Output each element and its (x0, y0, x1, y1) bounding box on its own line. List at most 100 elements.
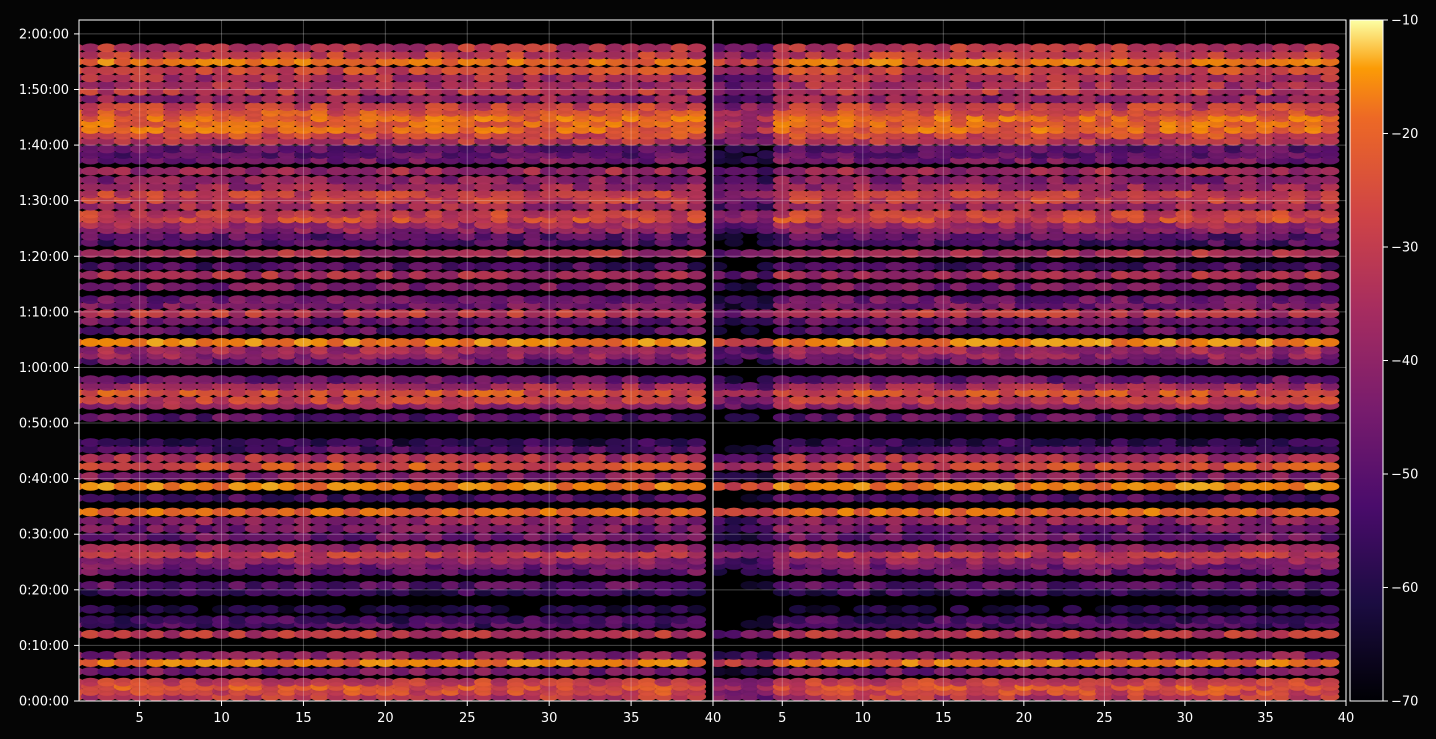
heat-cell (933, 493, 953, 503)
heat-cell (310, 238, 330, 247)
heat-cell (670, 658, 690, 667)
heat-cell (523, 482, 543, 491)
heat-cell (457, 73, 477, 83)
heat-cell (740, 453, 760, 463)
heat-cell (359, 295, 379, 304)
heat-cell (408, 516, 428, 526)
heat-cell (195, 338, 215, 347)
heat-cell (97, 66, 117, 75)
heat-cell (1207, 604, 1227, 614)
heat-cell (1207, 338, 1227, 347)
heat-cell (506, 543, 526, 553)
heat-cell (326, 144, 346, 154)
heat-cell (1046, 326, 1066, 336)
heat-cell (261, 444, 281, 454)
heat-cell (1272, 567, 1292, 576)
heat-cell (1062, 629, 1082, 639)
heat-cell (97, 309, 117, 318)
heat-cell (130, 175, 150, 185)
heat-cell (113, 581, 133, 590)
heat-cell (441, 375, 461, 385)
heat-cell (179, 238, 199, 247)
heat-cell (1111, 295, 1130, 304)
heat-cell (588, 270, 608, 280)
heat-cell (162, 182, 182, 192)
heat-cell (1320, 238, 1340, 247)
heat-cell (998, 482, 1018, 491)
heat-cell (212, 395, 231, 405)
heat-cell (605, 375, 625, 385)
heat-cell (408, 581, 428, 590)
heat-cell (998, 249, 1018, 258)
heat-cell (113, 66, 133, 75)
heat-cell (523, 201, 543, 211)
heat-cell (343, 309, 363, 318)
heat-cell (425, 136, 444, 146)
heat-cell (654, 462, 674, 471)
heat-cell (821, 453, 841, 463)
heat-cell (146, 57, 166, 67)
heat-cell (408, 604, 428, 614)
heat-cell (474, 125, 494, 134)
heat-cell (425, 581, 444, 590)
heat-cell (375, 136, 395, 146)
heat-cell (1288, 345, 1308, 355)
heat-cell (441, 309, 461, 318)
heat-cell (79, 57, 84, 66)
heat-cell (359, 516, 379, 526)
heat-cell (1111, 462, 1130, 471)
heat-cell (1030, 249, 1050, 258)
heat-cell (1207, 629, 1227, 639)
heat-cell (506, 556, 526, 565)
heat-cell (162, 549, 182, 559)
heat-cell (310, 166, 330, 176)
heat-cell (375, 326, 395, 336)
heat-cell (670, 604, 690, 614)
heat-cell (1175, 615, 1195, 625)
heat-cell (375, 345, 395, 355)
heat-cell (162, 462, 182, 471)
heat-cell (244, 615, 264, 625)
heat-cell (392, 125, 412, 134)
heat-cell (687, 581, 707, 590)
heat-cell (425, 543, 444, 553)
heat-cell (1304, 444, 1324, 454)
heat-cell (853, 587, 873, 597)
heat-cell (949, 238, 969, 247)
heat-cell (81, 677, 100, 687)
heat-cell (457, 43, 477, 53)
heat-cell (966, 543, 985, 553)
heat-cell (293, 587, 313, 597)
heat-cell (853, 556, 873, 565)
heat-cell (457, 462, 477, 471)
heat-cell (457, 629, 477, 639)
heat-cell (392, 175, 412, 185)
heat-cell (408, 438, 428, 447)
heat-cell (79, 295, 84, 304)
heat-cell (474, 524, 494, 534)
heat-cell (408, 462, 428, 471)
heat-cell (457, 413, 477, 422)
heat-cell (277, 345, 297, 355)
heat-cell (326, 472, 346, 481)
heat-cell (1111, 316, 1130, 326)
heat-cell (1320, 493, 1340, 503)
heat-cell (1159, 309, 1179, 318)
heat-cell (457, 166, 477, 176)
heat-cell (1239, 604, 1259, 614)
heat-cell (130, 651, 150, 660)
heat-cell (670, 102, 690, 112)
heat-cell (293, 182, 313, 192)
heat-cell (1320, 472, 1340, 481)
heat-cell (523, 43, 543, 53)
heat-cell (1256, 587, 1275, 597)
heat-cell (408, 270, 428, 280)
heat-cell (113, 413, 133, 422)
heat-cell (1062, 270, 1082, 280)
heat-cell (1143, 345, 1163, 355)
heat-cell (1207, 556, 1227, 565)
heat-cell (523, 144, 543, 154)
heat-cell (343, 516, 363, 526)
heat-cell (81, 43, 100, 53)
heat-cell (457, 94, 477, 104)
